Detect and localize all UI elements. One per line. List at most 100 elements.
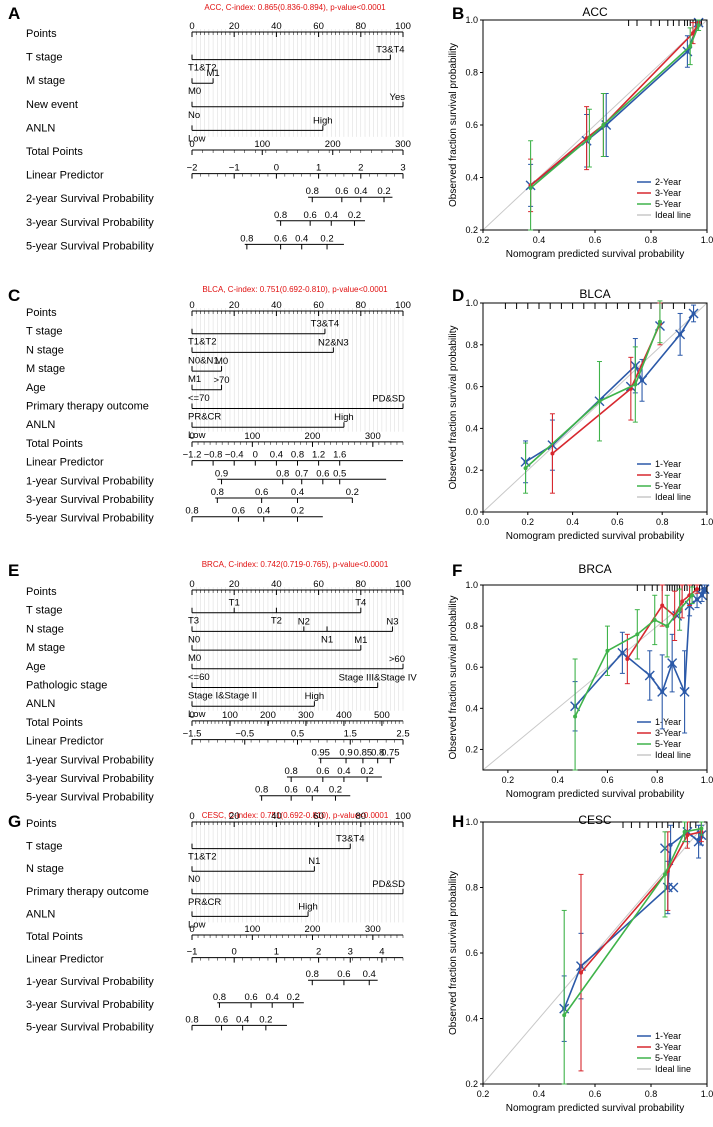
variable-level-label: PD&SD xyxy=(372,879,405,890)
axis-tick-label: 80 xyxy=(356,579,367,590)
nomogram-axis: 0.8 0.6 0.4 xyxy=(306,969,378,986)
nomogram-row-label: T stage xyxy=(26,841,63,853)
variable-level-label: >60 xyxy=(389,654,405,665)
series-1-year xyxy=(561,821,704,1042)
variable-level-label: T3&T4 xyxy=(336,834,365,845)
calibration-title: BLCA xyxy=(579,287,610,301)
axis-tick-label: 0.4 xyxy=(270,450,283,461)
legend-label: 5-Year xyxy=(655,1053,681,1063)
nomogram-axis: 0 100 200 300 xyxy=(189,431,404,447)
axis-tick-label: −1.2 xyxy=(183,450,202,461)
axis-tick-label: 2 xyxy=(316,947,321,958)
axis-tick-label: 0.6 xyxy=(215,1014,228,1025)
variable-level-label: N2&N3 xyxy=(318,337,349,348)
nomogram-row-label: N stage xyxy=(26,863,64,875)
variable-level-label: PR&CR xyxy=(188,412,221,423)
series-point xyxy=(640,378,645,383)
calibration-title: CESC xyxy=(578,813,612,827)
nomogram-variable: <=70>70 xyxy=(188,375,230,404)
legend-label: Ideal line xyxy=(655,1064,691,1074)
legend-label: 3-Year xyxy=(655,470,681,480)
series-point xyxy=(635,632,640,637)
nomogram-row-label: 5-year Survival Probability xyxy=(26,240,154,252)
axis-tick-label: 100 xyxy=(395,579,411,590)
variable-level-label: M1 xyxy=(354,635,367,646)
plot-frame xyxy=(482,584,708,771)
nomogram-axis: 0 20 40 60 80 100 xyxy=(189,811,411,827)
series-point xyxy=(660,603,665,608)
series-5-year xyxy=(561,821,704,1085)
axis-tick-label: 200 xyxy=(305,431,321,442)
nomogram-title: BRCA, C-index: 0.742(0.719-0.765), p-val… xyxy=(202,560,389,569)
nomogram-variable: Low High xyxy=(188,691,324,720)
axis-tick-label: −1.5 xyxy=(183,729,202,740)
variable-level-label: M1 xyxy=(206,68,219,79)
series-point xyxy=(700,593,705,598)
y-tick-label: 0.8 xyxy=(465,340,478,350)
nomogram-row-label: Linear Predictor xyxy=(26,954,104,966)
variable-level-label: Low xyxy=(188,709,206,720)
series-point xyxy=(562,1013,567,1018)
legend-label: 2-Year xyxy=(655,177,681,187)
x-tick-label: 0.2 xyxy=(522,517,535,527)
axis-tick-label: 0.2 xyxy=(361,766,374,777)
nomogram-row-label: ANLN xyxy=(26,419,55,431)
axis-tick-label: 0.8 xyxy=(240,233,253,244)
x-tick-label: 1.0 xyxy=(701,235,713,245)
legend-label: 5-Year xyxy=(655,739,681,749)
series-1-year xyxy=(572,584,708,734)
variable-level-label: N0 xyxy=(188,634,200,645)
series-line xyxy=(530,22,700,187)
series-line xyxy=(551,323,661,455)
axis-tick-label: −1 xyxy=(229,163,240,174)
axis-tick-label: 0 xyxy=(189,300,194,311)
x-tick-label: 0.6 xyxy=(589,235,602,245)
nomogram-axis: 0 20 40 60 80 100 xyxy=(189,21,411,37)
series-point xyxy=(677,607,682,612)
variable-level-label: T1&T2 xyxy=(188,852,217,863)
axis-tick-label: 0.8 xyxy=(211,487,224,498)
axis-tick-label: 0.95 xyxy=(311,747,330,758)
y-tick-label: 0.6 xyxy=(465,948,478,958)
nomogram-axis: 0.8 0.6 0.4 0.2 xyxy=(185,1014,287,1031)
nomogram-row-label: M stage xyxy=(26,75,65,87)
axis-tick-label: 0.6 xyxy=(244,992,257,1003)
axis-tick-label: 0.4 xyxy=(325,210,338,221)
nomogram-axis: −1.5 −0.5 0.5 1.5 2.5 xyxy=(183,729,410,745)
axis-tick-label: 0.8 xyxy=(291,450,304,461)
series-line xyxy=(580,831,702,974)
x-tick-label: 1.0 xyxy=(701,517,713,527)
nomogram-row-label: Total Points xyxy=(26,717,83,729)
calibration-title: ACC xyxy=(582,5,608,19)
variable-level-label: High xyxy=(305,691,325,702)
nomogram-axis: −1 0 1 2 3 4 xyxy=(187,947,404,963)
calibration-plot: ACC 0.2 0.4 0.6 0.8 1.0 0.2 0.4 0.6 0.8 1.0 Nomogra… xyxy=(448,5,713,260)
nomogram-variable: T1&T2 T3&T4 xyxy=(188,834,365,863)
nomogram-row-label: Pathologic stage xyxy=(26,680,107,692)
variable-level-label: Yes xyxy=(390,92,406,103)
x-tick-label: 0.2 xyxy=(477,1089,490,1099)
axis-tick-label: 0.4 xyxy=(363,969,376,980)
nomogram-axis: −1.2 −0.8 −0.4 0 0.4 0.8 1.2 1.6 xyxy=(183,450,403,466)
legend-label: 3-Year xyxy=(655,1042,681,1052)
nomogram-row-label: Total Points xyxy=(26,438,83,450)
nomogram-axis: 0 100 200 300 xyxy=(189,924,404,940)
y-tick-label: 0.6 xyxy=(465,120,478,130)
axis-tick-label: 20 xyxy=(229,21,240,32)
nomogram-title: ACC, C-index: 0.865(0.836-0.894), p-valu… xyxy=(204,3,386,12)
nomogram-variable: T3 T1 T2 T4 xyxy=(188,598,366,627)
nomogram-variable: PR&CR PD&SD xyxy=(188,394,405,423)
nomogram-row-label: Total Points xyxy=(26,931,83,943)
x-tick-label: 0.4 xyxy=(533,1089,546,1099)
calibration-plot: BLCA 0.0 0.2 0.4 0.6 0.8 1.0 0.0 0.2 0.4 0.6 0.8 1.0… xyxy=(448,287,713,542)
nomogram-row-label: Points xyxy=(26,307,57,319)
legend-label: 1-Year xyxy=(655,717,681,727)
series-point xyxy=(597,399,602,404)
axis-tick-label: 0.8 xyxy=(276,468,289,479)
variable-level-label: N0&N1 xyxy=(188,355,219,366)
nomogram-axis: 0.8 0.6 0.4 0.2 xyxy=(240,233,344,250)
axis-tick-label: −0.4 xyxy=(225,450,244,461)
nomogram-row-label: ANLN xyxy=(26,122,55,134)
axis-tick-label: 100 xyxy=(395,300,411,311)
axis-tick-label: 0 xyxy=(232,947,237,958)
